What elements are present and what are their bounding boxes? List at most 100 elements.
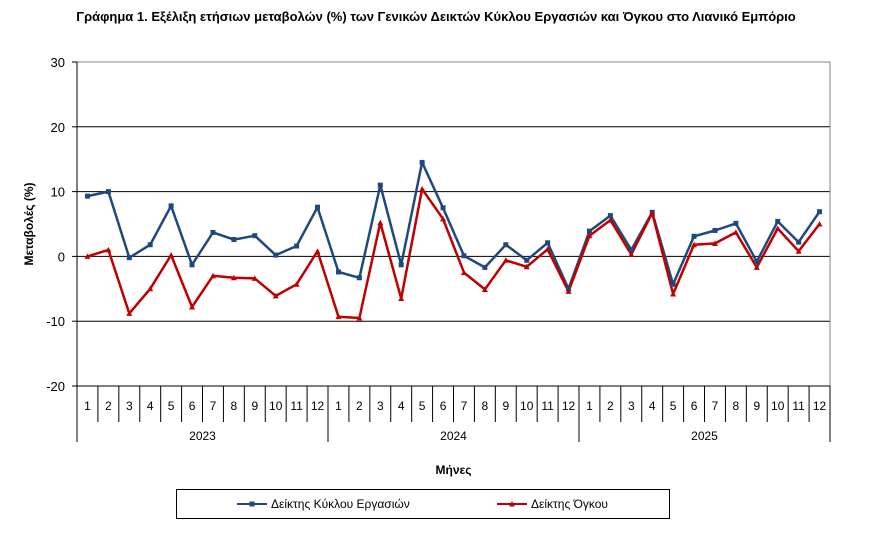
month-tick-label: 2 <box>607 399 614 413</box>
data-point-turnover <box>231 237 237 243</box>
year-label: 2023 <box>189 429 216 443</box>
data-point-volume <box>126 310 133 316</box>
month-tick-label: 11 <box>792 399 805 413</box>
data-point-volume <box>293 281 300 287</box>
y-tick-label: 20 <box>51 120 65 135</box>
chart-title: Γράφημα 1. Εξέλιξη ετήσιων μεταβολών (%)… <box>76 9 796 24</box>
data-point-volume <box>711 240 718 246</box>
series-markers <box>84 159 823 321</box>
data-point-volume <box>460 269 467 276</box>
plot-frame <box>76 61 831 387</box>
data-point-volume <box>649 209 656 216</box>
data-point-turnover <box>754 259 760 265</box>
data-point-volume <box>419 186 426 192</box>
data-point-volume <box>691 241 698 248</box>
data-point-volume <box>795 248 802 254</box>
data-point-volume <box>335 313 342 320</box>
month-tick-label: 11 <box>290 399 303 413</box>
data-point-volume <box>147 285 154 292</box>
data-point-turnover <box>796 239 802 245</box>
y-tick-label: 10 <box>51 185 65 200</box>
month-tick-label: 12 <box>562 399 576 413</box>
legend-square-marker <box>249 501 255 507</box>
data-point-turnover <box>691 233 697 239</box>
data-point-volume <box>189 303 196 310</box>
month-tick-label: 6 <box>440 399 447 413</box>
month-tick-label: 10 <box>269 399 283 413</box>
data-point-turnover <box>189 262 195 268</box>
month-tick-label: 5 <box>670 399 677 413</box>
data-point-turnover <box>377 182 383 188</box>
data-point-volume <box>105 246 112 253</box>
month-tick-label: 2 <box>105 399 112 413</box>
y-axis-title: Μεταβολές (%) <box>22 182 36 265</box>
data-point-turnover <box>628 247 634 253</box>
month-tick-label: 8 <box>231 399 238 413</box>
data-point-volume <box>523 263 530 270</box>
month-tick-label: 7 <box>712 399 719 413</box>
data-point-volume <box>168 252 175 258</box>
data-point-volume <box>732 229 739 235</box>
axes <box>72 61 831 442</box>
month-tick-label: 8 <box>482 399 489 413</box>
data-point-volume <box>209 272 216 279</box>
month-tick-label: 9 <box>251 399 258 413</box>
legend: Δείκτης Κύκλου Εργασιών Δείκτης Όγκου <box>176 489 670 519</box>
y-tick-label: 0 <box>58 249 65 264</box>
data-point-turnover <box>503 242 509 248</box>
series-line-volume <box>87 187 821 320</box>
data-point-turnover <box>252 233 258 239</box>
month-tick-label: 12 <box>311 399 325 413</box>
month-tick-label: 9 <box>753 399 760 413</box>
legend-label-volume: Δείκτης Όγκου <box>531 497 608 511</box>
y-tick-label: -20 <box>46 379 65 394</box>
month-tick-label: 7 <box>210 399 217 413</box>
data-point-volume <box>753 264 760 270</box>
data-point-volume <box>272 292 279 299</box>
data-point-turnover <box>335 269 341 275</box>
data-point-turnover <box>419 159 425 165</box>
data-point-turnover <box>210 229 216 235</box>
data-point-volume <box>230 274 237 281</box>
data-point-turnover <box>440 205 446 211</box>
data-point-turnover <box>586 228 592 234</box>
y-tick-label: 30 <box>51 55 65 70</box>
data-point-volume <box>398 295 405 302</box>
triangle-marker-icon <box>509 501 515 507</box>
data-point-volume <box>774 225 781 232</box>
month-tick-label: 3 <box>126 399 133 413</box>
data-point-turnover <box>524 257 530 263</box>
data-point-turnover <box>712 227 718 233</box>
data-point-volume <box>670 290 677 297</box>
month-tick-label: 1 <box>335 399 342 413</box>
data-point-volume <box>377 219 384 226</box>
month-tick-label: 11 <box>541 399 554 413</box>
month-tick-label: 5 <box>419 399 426 413</box>
legend-label-turnover: Δείκτης Κύκλου Εργασιών <box>271 497 410 511</box>
data-point-volume <box>84 253 91 259</box>
month-tick-label: 3 <box>377 399 384 413</box>
data-point-turnover <box>273 252 279 258</box>
data-point-turnover <box>398 262 404 268</box>
data-point-volume <box>440 215 447 222</box>
data-point-turnover <box>482 264 488 270</box>
month-tick-label: 4 <box>147 399 154 413</box>
month-tick-label: 6 <box>691 399 698 413</box>
legend-triangle-marker <box>509 501 515 507</box>
data-point-turnover <box>315 204 321 210</box>
data-point-turnover <box>461 253 467 259</box>
data-point-turnover <box>168 203 174 209</box>
data-point-volume <box>544 246 551 252</box>
gridlines <box>77 61 830 387</box>
data-point-turnover <box>775 218 781 224</box>
data-point-turnover <box>147 242 153 248</box>
data-point-volume <box>314 248 321 254</box>
data-point-volume <box>251 275 258 281</box>
y-tick-label: -10 <box>46 314 65 329</box>
month-tick-label: 2 <box>356 399 363 413</box>
month-tick-label: 8 <box>733 399 740 413</box>
month-tick-label: 10 <box>771 399 785 413</box>
data-point-turnover <box>670 281 676 287</box>
